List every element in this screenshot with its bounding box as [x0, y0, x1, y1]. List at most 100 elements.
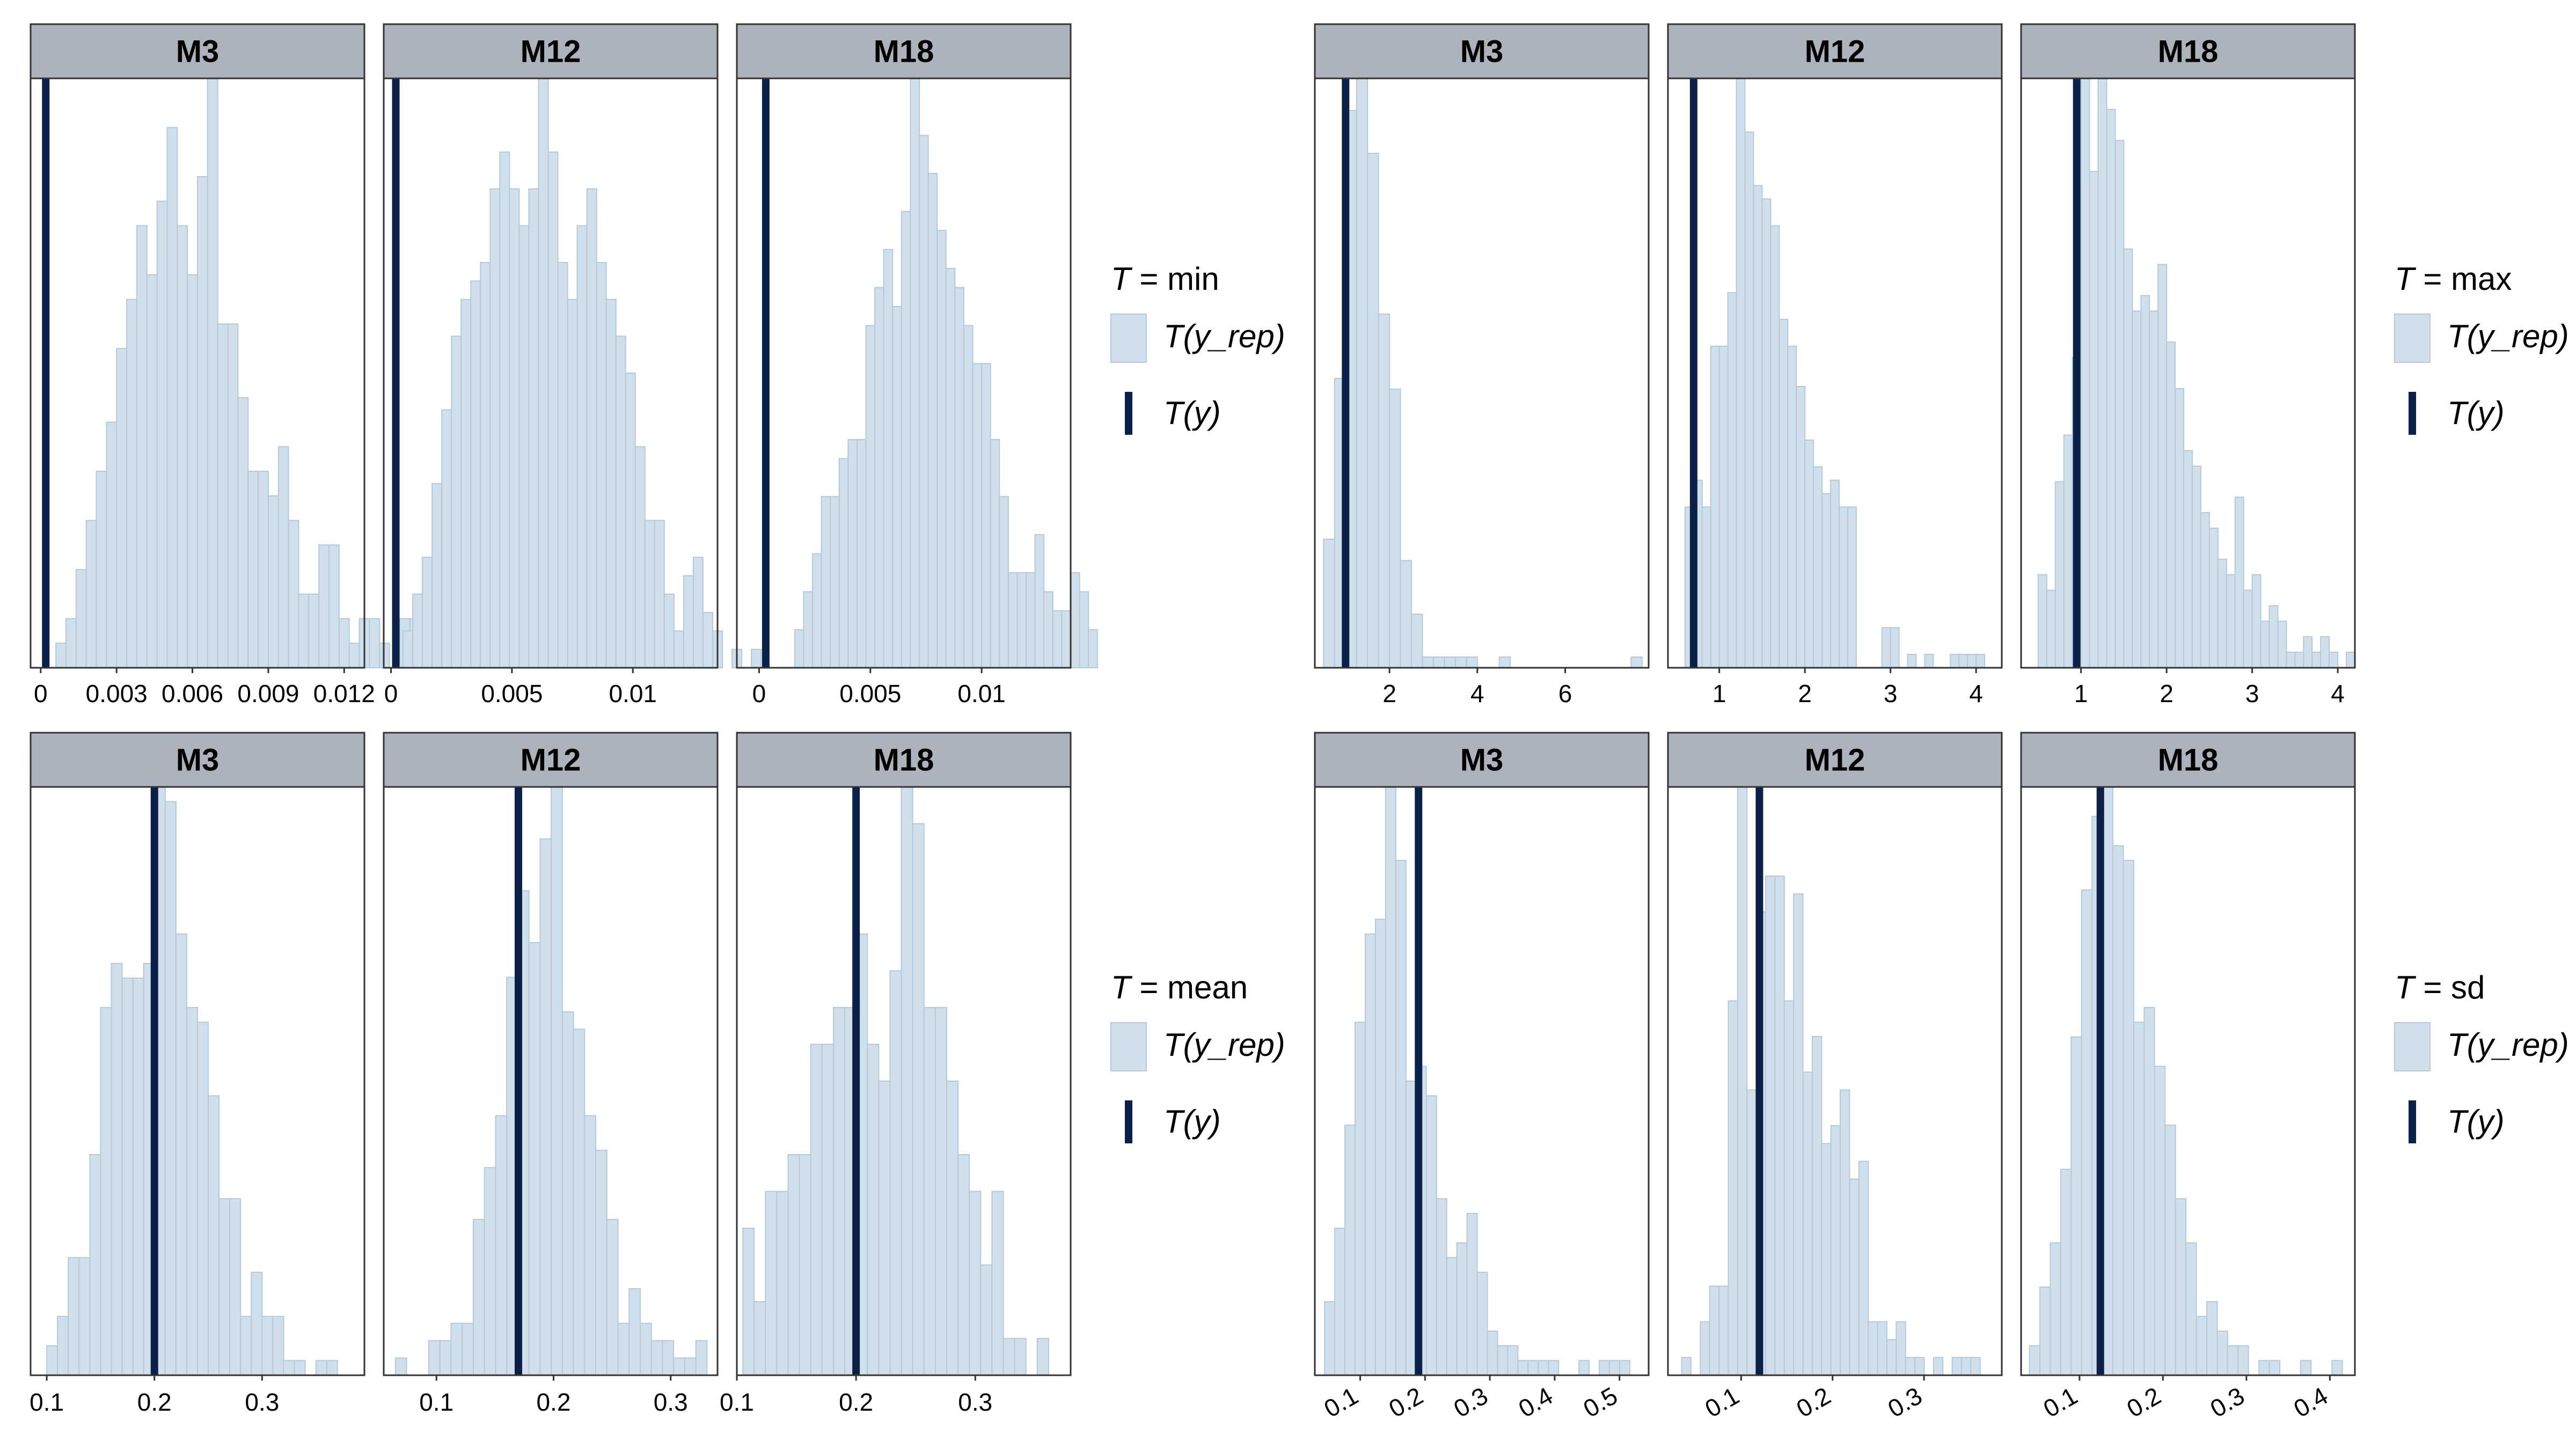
histogram-bar [2268, 1360, 2281, 1376]
facet-panel: M12 0 0.005 0.01 [383, 23, 762, 707]
histogram-bar [1701, 506, 1711, 669]
histogram-bar [1933, 1356, 1944, 1376]
histogram-bar [439, 1340, 452, 1376]
histogram-bar [576, 225, 588, 668]
facet-label: M12 [1805, 34, 1865, 69]
facet-strip [30, 23, 365, 79]
histogram-bar [934, 1007, 947, 1376]
histogram-bar [2226, 574, 2236, 669]
panel-border [1314, 77, 1650, 669]
histogram-bar [1356, 78, 1368, 668]
histogram-bar [247, 471, 259, 668]
histogram-bar [2166, 341, 2176, 668]
histogram-bar [1599, 1360, 1611, 1376]
histogram-bar [2039, 1286, 2051, 1376]
panel-border [383, 786, 719, 1376]
panel-border [383, 77, 719, 669]
histogram-bar [136, 225, 148, 668]
histogram-bar [2200, 512, 2210, 668]
histogram-bar [528, 942, 541, 1376]
histogram-bar [811, 553, 822, 669]
histogram-bar [595, 1149, 608, 1376]
histogram-bar [2234, 497, 2244, 668]
histogram-bar [1389, 388, 1401, 668]
histogram-bar [207, 78, 218, 668]
histogram-bar [431, 483, 443, 668]
histogram-bar [794, 629, 804, 668]
histogram-bar [218, 1198, 231, 1376]
legend-title: T = sd [2395, 969, 2485, 1005]
histogram-bar [2070, 1036, 2082, 1376]
facet-label: M3 [1460, 34, 1504, 69]
facet-label: M18 [2158, 34, 2219, 69]
histogram-bar [1036, 1338, 1049, 1376]
histogram-bar [451, 335, 462, 668]
histogram-bar [1796, 385, 1806, 668]
histogram-bar [2227, 1345, 2239, 1376]
histogram-bar [1700, 1321, 1710, 1376]
histogram-bar [946, 1081, 959, 1376]
facet-panel: M18 0 0.005 0.01 [736, 23, 1098, 707]
histogram-bar [1958, 654, 1968, 668]
histogram-bar [237, 397, 249, 668]
histogram-bar [318, 544, 330, 668]
histogram-bar [538, 78, 549, 668]
histogram-bar [499, 151, 510, 668]
facet-label: M18 [874, 743, 934, 778]
histogram-bar [1783, 1000, 1795, 1376]
facet-label: M3 [176, 743, 219, 778]
histogram-bar [910, 78, 920, 668]
histogram-bar [927, 173, 938, 668]
histogram-bar [1896, 1321, 1906, 1376]
histogram-bar [2300, 1360, 2312, 1376]
histogram-bar [298, 593, 310, 668]
histogram-bar [650, 1340, 663, 1376]
x-tick-label: 0.2 [839, 1388, 873, 1416]
chart-group: M3 0 0.003 0.006 0.009 0.012 M12 0 0.005 0.01 M18 0… [30, 23, 1285, 707]
histogram-bar [1405, 1081, 1417, 1376]
histogram-bar [1374, 918, 1386, 1376]
histogram-bar [634, 446, 646, 668]
x-tick-label: 0.01 [957, 680, 1006, 707]
facet-strip [383, 23, 719, 79]
histogram-bar [673, 1357, 685, 1376]
facet-strip [1667, 732, 2003, 788]
histogram-bar [1425, 1095, 1437, 1376]
x-tick-label: 1 [1713, 680, 1726, 707]
histogram-bar [919, 135, 929, 669]
histogram-bar [116, 348, 128, 668]
histogram-bar [175, 933, 187, 1376]
histogram-bar [315, 1360, 327, 1376]
histogram-bar [1456, 1242, 1468, 1376]
histogram-bar [1951, 1356, 1963, 1376]
histogram-bar [394, 1357, 407, 1376]
histogram-bar [402, 630, 414, 668]
histogram-bar [1334, 1228, 1346, 1376]
histogram-bar [1709, 1285, 1720, 1376]
x-tick-label: 4 [1969, 680, 1983, 707]
facet-strip [736, 732, 1072, 788]
histogram-bar [1914, 1356, 1925, 1376]
histogram-bar [1630, 656, 1643, 669]
histogram-bar [1849, 1178, 1860, 1376]
histogram-bar [197, 176, 208, 668]
histogram-bar [1804, 439, 1814, 668]
histogram-bar [901, 210, 911, 668]
panel-border [1667, 786, 2003, 1376]
histogram-bar [856, 439, 867, 668]
histogram-bar [1487, 1330, 1498, 1376]
histogram-bar [1830, 479, 1840, 668]
histogram-bar [596, 262, 607, 668]
histogram-bar [412, 593, 423, 668]
histogram-bar [2046, 589, 2056, 669]
histogram-bar [695, 1340, 708, 1376]
x-tick-label: 0.3 [2205, 1382, 2249, 1423]
histogram-bar [1881, 627, 1891, 668]
facet-panel: M3 0 0.003 0.006 0.009 0.012 [30, 23, 451, 707]
legend-title: T = mean [1111, 969, 1248, 1005]
histogram-bar [2157, 264, 2168, 669]
histogram-bar [106, 421, 118, 668]
histogram-bar [1753, 185, 1763, 668]
x-tick-label: 0.003 [86, 680, 148, 707]
histogram-bar [100, 1007, 112, 1376]
